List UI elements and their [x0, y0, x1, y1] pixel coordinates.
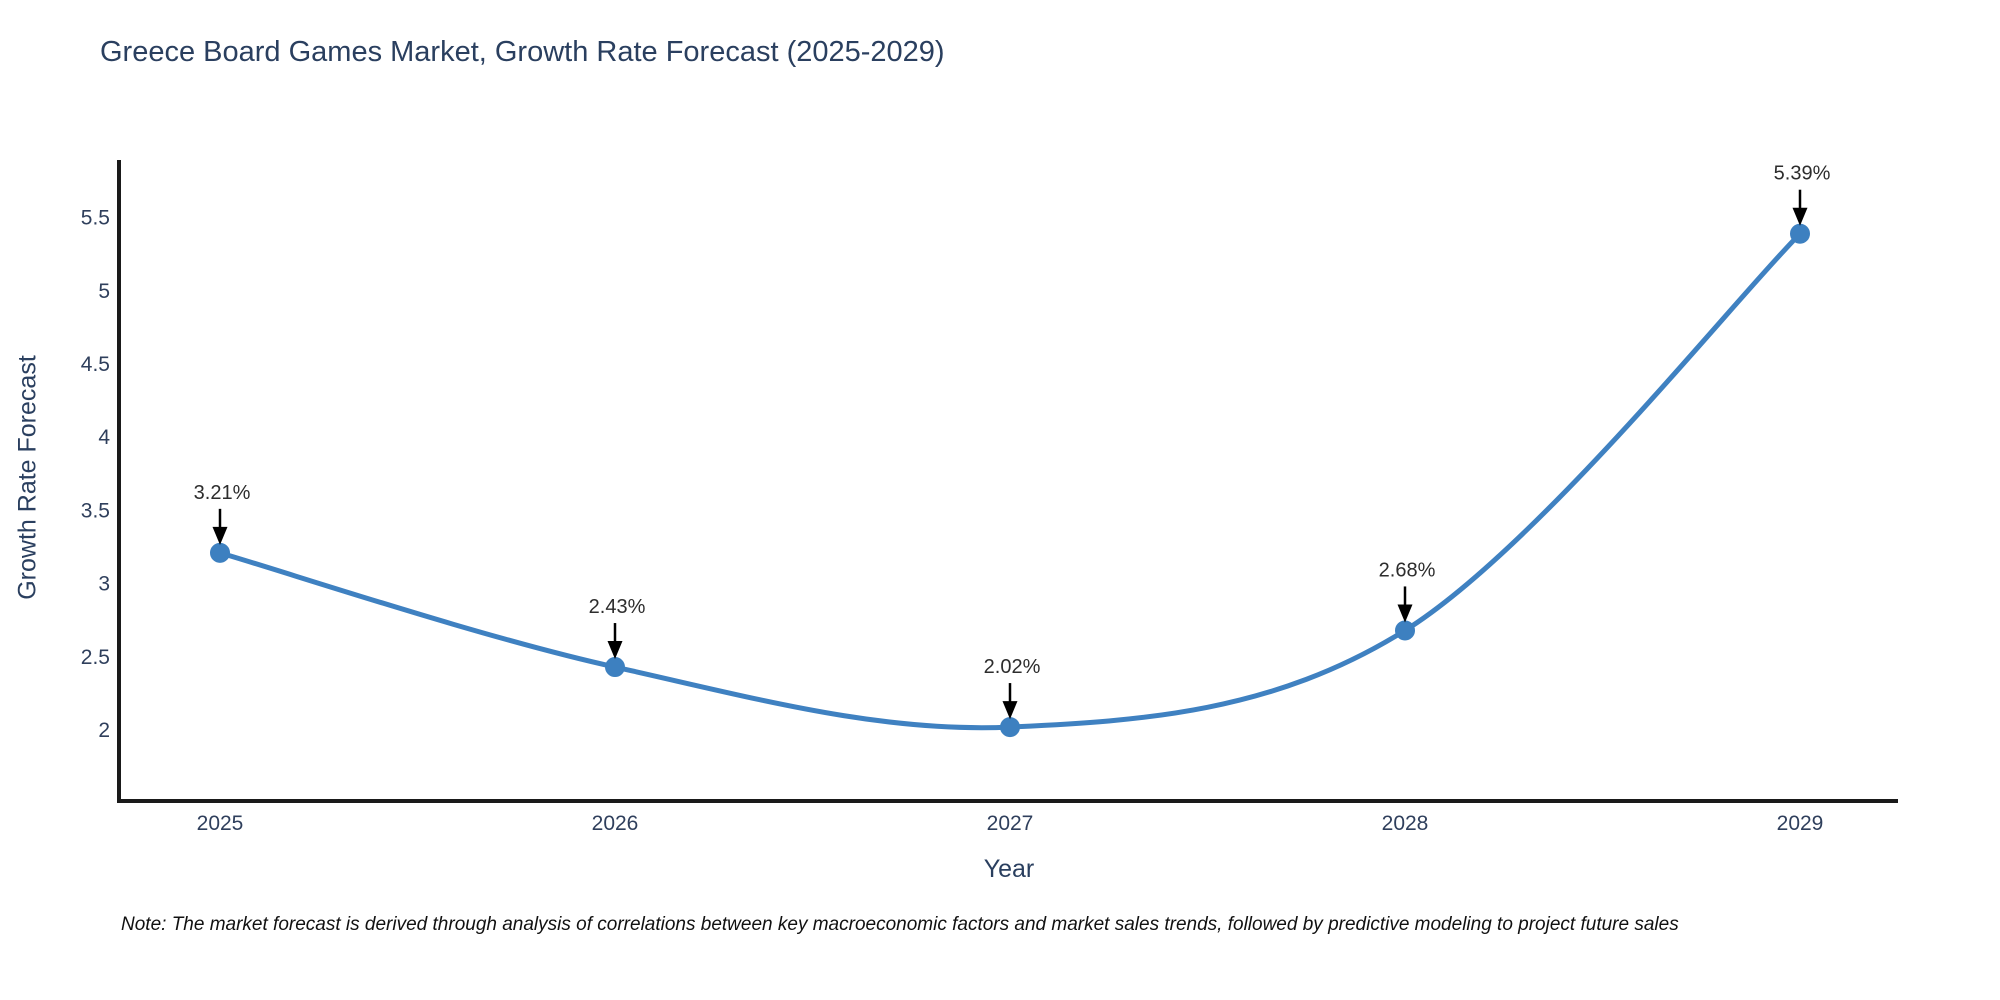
footnote: Note: The market forecast is derived thr… [121, 914, 1679, 935]
y-tick-label: 3.5 [81, 499, 110, 522]
annotation-label: 3.21% [194, 482, 251, 504]
chart-title: Greece Board Games Market, Growth Rate F… [100, 36, 945, 68]
annotation-arrowhead-icon [212, 526, 228, 545]
y-tick-label: 5.5 [81, 207, 110, 230]
y-tick-label: 4.5 [81, 353, 110, 376]
data-point-marker [1790, 223, 1810, 244]
y-tick-label: 2 [98, 719, 110, 742]
x-tick-label: 2027 [987, 812, 1034, 835]
annotation-label: 2.02% [984, 656, 1041, 678]
annotation-label: 5.39% [1774, 163, 1831, 185]
annotation-label: 2.68% [1379, 559, 1436, 581]
x-tick-label: 2028 [1382, 812, 1429, 835]
data-point-marker [1395, 620, 1415, 641]
annotation-arrowhead-icon [1002, 701, 1018, 720]
x-tick-label: 2026 [592, 812, 639, 835]
y-tick-label: 5 [98, 280, 110, 303]
annotation-label: 2.43% [589, 596, 646, 618]
annotation-arrowhead-icon [607, 641, 623, 660]
data-point-marker [210, 542, 230, 563]
y-tick-label: 3 [98, 573, 110, 596]
y-tick-label: 4 [98, 426, 110, 449]
data-point-marker [1000, 717, 1020, 738]
annotation-arrowhead-icon [1792, 207, 1808, 226]
x-tick-label: 2029 [1777, 812, 1824, 835]
y-axis-title: Growth Rate Forecast [13, 355, 42, 600]
series-line [217, 231, 1803, 731]
x-tick-label: 2025 [197, 812, 244, 835]
y-tick-label: 2.5 [81, 646, 110, 669]
data-point-marker [605, 657, 625, 678]
annotation-arrowhead-icon [1397, 604, 1413, 623]
x-axis-title: Year [983, 855, 1035, 883]
